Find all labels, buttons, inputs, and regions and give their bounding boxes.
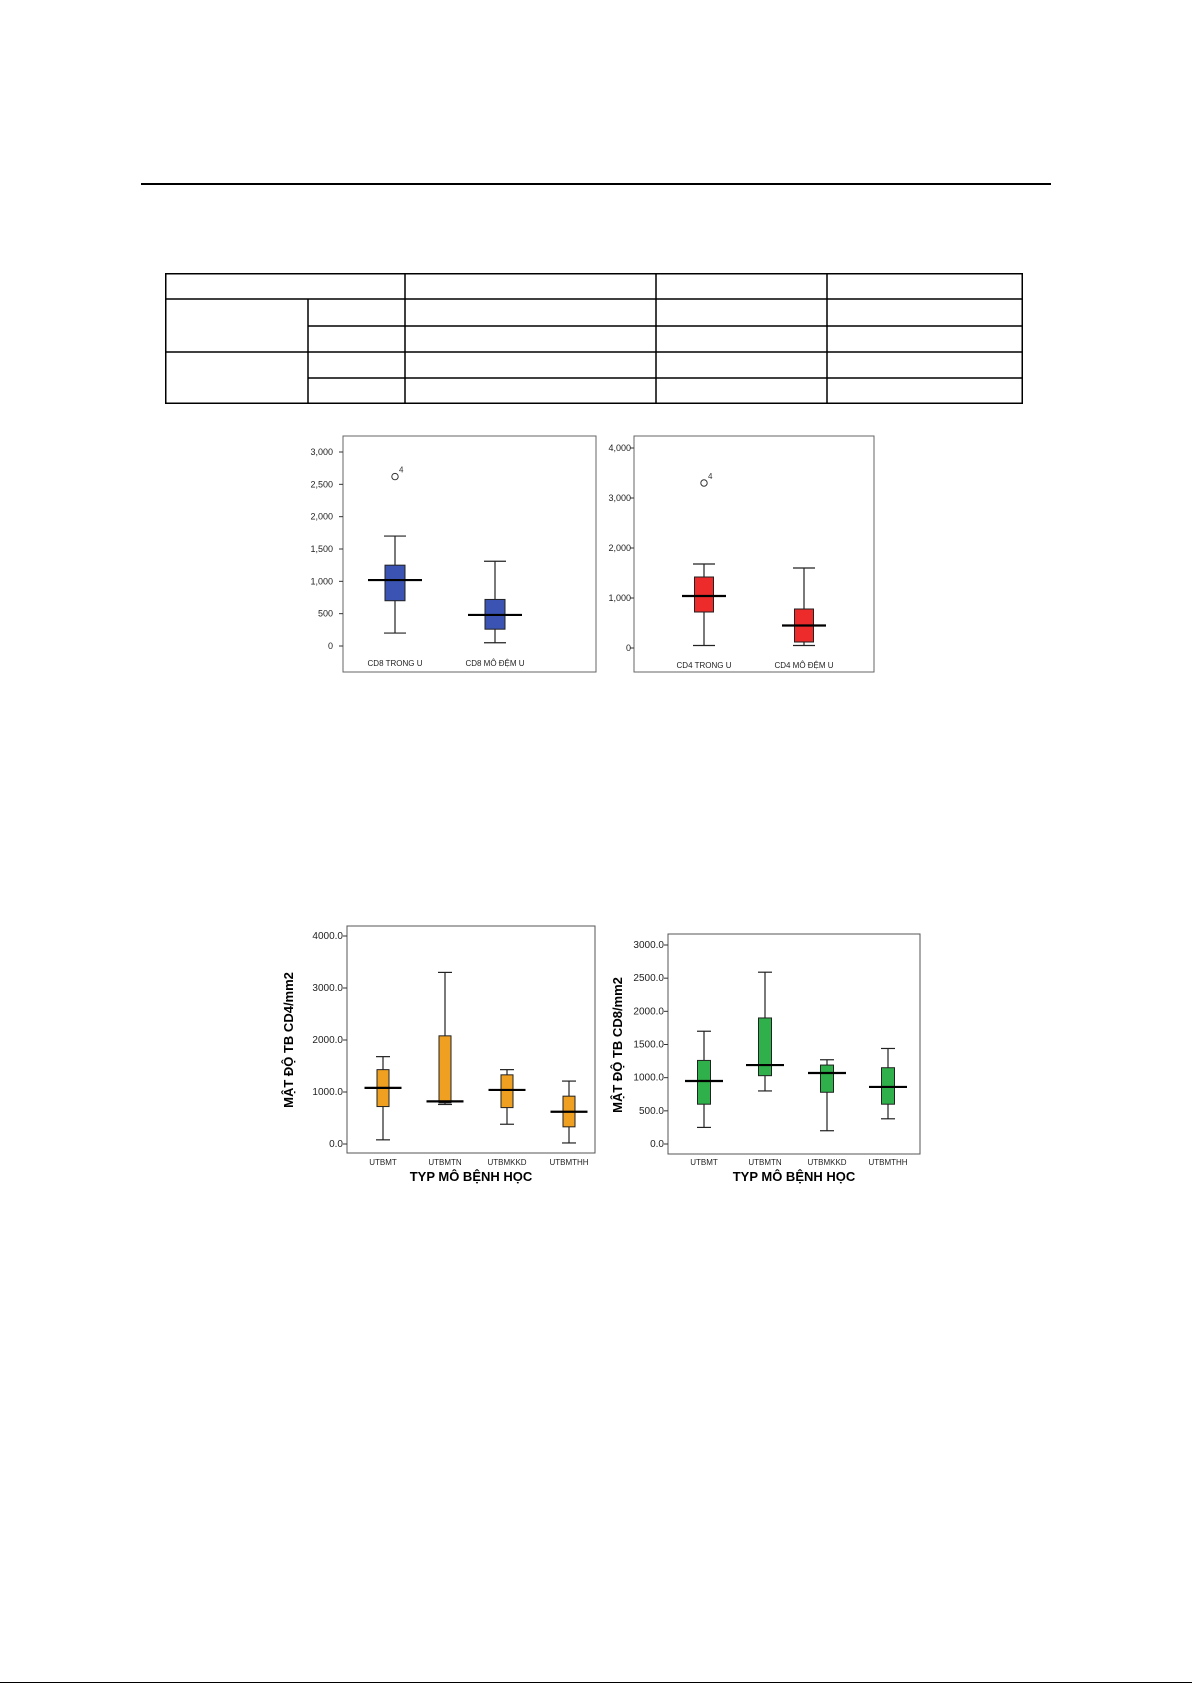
- x-axis-labels: CD4 TRONG U CD4 MÔ ĐỆM U: [677, 661, 834, 670]
- box-iqr: [697, 1059, 711, 1105]
- box-0: [368, 535, 422, 634]
- category-label: UTBMKKD: [487, 1158, 526, 1167]
- y-tick-label: 2,000: [310, 512, 333, 522]
- box-2: [488, 1069, 526, 1125]
- category-label: UTBMKKD: [807, 1158, 846, 1167]
- box-1: [782, 567, 826, 647]
- y-tick-label: 4,000: [608, 443, 631, 453]
- box-iqr: [500, 1074, 514, 1109]
- y-axis-ticks: [339, 451, 343, 647]
- box-iqr: [384, 564, 406, 602]
- y-tick-label: 1,000: [310, 576, 333, 586]
- y-tick-label: 3,000: [608, 493, 631, 503]
- x-axis-title: TYP MÔ BỆNH HỌC: [410, 1169, 533, 1184]
- y-axis-ticks: [664, 944, 668, 1145]
- y-tick-label: 2500.0: [633, 973, 664, 984]
- y-tick-label: 2,500: [310, 479, 333, 489]
- category-label: UTBMTN: [428, 1158, 462, 1167]
- y-tick-label: 1,500: [310, 544, 333, 554]
- y-axis-labels: 0.0 500.0 1000.0 1500.0 2000.0 2500.0 3000.0: [633, 940, 664, 1150]
- y-tick-label: 3000.0: [633, 940, 664, 951]
- box-0: [364, 1056, 402, 1141]
- category-label: CD8 MÔ ĐỆM U: [465, 659, 524, 668]
- category-label: CD4 TRONG U: [677, 661, 732, 670]
- outlier-point: [700, 479, 708, 487]
- box-marks: [364, 971, 588, 1144]
- y-axis-title: MẬT ĐỘ TB CD8/mm2: [610, 977, 625, 1113]
- box-2: [808, 1059, 846, 1132]
- footer-rule: [0, 1682, 1192, 1683]
- outlier-label: 4: [708, 472, 713, 481]
- box-marks: 4: [368, 466, 522, 644]
- box-marks: 4: [682, 472, 826, 647]
- category-label: UTBMT: [690, 1158, 718, 1167]
- category-label: CD8 TRONG U: [368, 659, 423, 668]
- category-label: UTBMTHH: [549, 1158, 588, 1167]
- box-iqr: [438, 1035, 452, 1104]
- box-iqr: [694, 576, 714, 613]
- x-axis-labels: UTBMT UTBMTN UTBMKKD UTBMTHH: [369, 1158, 589, 1167]
- y-axis-ticks: [343, 935, 347, 1145]
- y-tick-label: 0.0: [329, 1139, 343, 1150]
- box-1: [468, 560, 522, 644]
- y-axis-labels: 0 1,000 2,000 3,000 4,000: [608, 443, 631, 653]
- chart-cd4-box: 0 1,000 2,000 3,000 4,000 4 CD4 TRONG U CD4 M…: [608, 435, 875, 673]
- y-axis-labels: 0.0 1000.0 2000.0 3000.0 4000.0: [312, 931, 343, 1150]
- box-0: [682, 563, 726, 647]
- y-tick-label: 3,000: [310, 447, 333, 457]
- y-tick-label: 0.0: [650, 1139, 664, 1150]
- box-1: [746, 971, 784, 1092]
- y-tick-label: 2000.0: [633, 1006, 664, 1017]
- y-axis-ticks: [630, 447, 634, 649]
- category-label: CD4 MÔ ĐỆM U: [774, 661, 833, 670]
- box-marks: [685, 971, 907, 1132]
- category-label: UTBMTN: [748, 1158, 782, 1167]
- y-tick-label: 2,000: [608, 543, 631, 553]
- header-rule: [141, 183, 1051, 185]
- y-tick-label: 0: [626, 643, 631, 653]
- y-tick-label: 1000.0: [312, 1087, 343, 1098]
- y-tick-label: 4000.0: [312, 931, 343, 942]
- y-tick-label: 1000.0: [633, 1073, 664, 1084]
- y-tick-label: 1,000: [608, 593, 631, 603]
- chart-cd8-histology-box: 0.0 500.0 1000.0 1500.0 2000.0 2500.0 3000.0 U…: [610, 933, 921, 1184]
- category-label: UTBMTHH: [868, 1158, 907, 1167]
- x-axis-title: TYP MÔ BỆNH HỌC: [733, 1169, 856, 1184]
- plot-frame: [667, 933, 921, 1155]
- table-border: [165, 273, 1023, 404]
- box-3: [550, 1080, 588, 1144]
- plot-frame: [346, 925, 596, 1154]
- chart-cd8-box: 0 500 1,000 1,500 2,000 2,500 3,000 4 CD8 TRON…: [310, 435, 597, 673]
- plot-frame: [342, 435, 597, 673]
- x-axis-labels: UTBMT UTBMTN UTBMKKD UTBMTHH: [690, 1158, 908, 1167]
- data-table: [165, 273, 1023, 404]
- y-tick-label: 0: [328, 641, 333, 651]
- category-label: UTBMT: [369, 1158, 397, 1167]
- y-tick-label: 2000.0: [312, 1035, 343, 1046]
- y-axis-title: MẬT ĐỘ TB CD4/mm2: [281, 972, 296, 1108]
- y-tick-label: 500: [318, 609, 333, 619]
- y-axis-labels: 0 500 1,000 1,500 2,000 2,500 3,000: [310, 447, 333, 651]
- box-1: [426, 971, 464, 1106]
- box-3: [869, 1047, 907, 1120]
- outlier-label: 4: [399, 466, 404, 475]
- plot-frame: [633, 435, 875, 673]
- box-iqr: [820, 1064, 834, 1093]
- outlier-point: [391, 472, 399, 481]
- x-axis-labels: CD8 TRONG U CD8 MÔ ĐỆM U: [368, 659, 525, 668]
- y-tick-label: 1500.0: [633, 1040, 664, 1051]
- box-iqr: [758, 1017, 772, 1077]
- box-0: [685, 1030, 723, 1129]
- y-tick-label: 500.0: [639, 1106, 664, 1117]
- y-tick-label: 3000.0: [312, 983, 343, 994]
